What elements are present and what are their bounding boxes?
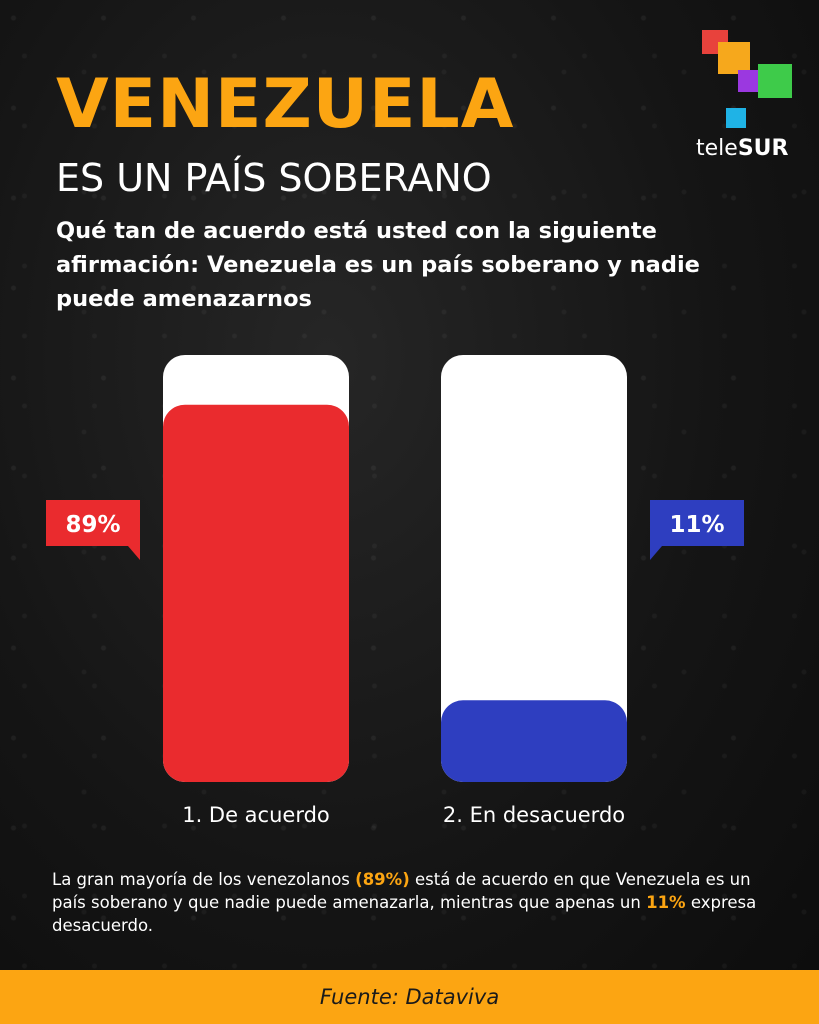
bar: [163, 404, 349, 782]
summary-part-2: está de acuerdo en que Venezuela es un p…: [52, 870, 751, 912]
source-label: Fuente: Dataviva: [319, 985, 500, 1009]
telesur-logo: teleSUR: [696, 28, 796, 163]
data-label: 11%: [669, 512, 724, 538]
data-label: 89%: [65, 512, 120, 538]
survey-question: Qué tan de acuerdo está usted con la sig…: [56, 218, 700, 312]
bar: [441, 700, 627, 782]
bar-chart: 1. De acuerdo 89% 2. En desacuerdo 11%: [46, 355, 744, 827]
summary-part-1: La gran mayoría de los venezolanos: [52, 870, 356, 889]
page-title: VENEZUELA: [56, 65, 515, 144]
summary-part-3: expresa desacuerdo.: [52, 893, 757, 935]
summary-text: La gran mayoría de los venezolanos (89%)…: [52, 868, 782, 937]
logo-text-prefix: tele: [696, 136, 738, 161]
value-badge: [650, 500, 744, 546]
logo-wordmark: teleSUR: [696, 136, 796, 162]
summary-highlight-2: 11%: [646, 893, 686, 912]
bar-track: [441, 355, 627, 782]
summary-highlight-1: (89%): [355, 870, 410, 889]
value-badge: [46, 500, 140, 546]
category-label: 2. En desacuerdo: [443, 803, 625, 827]
value-badge-tail: [650, 546, 662, 560]
logo-text-bold: SUR: [737, 136, 789, 161]
page-subtitle: ES UN PAÍS SOBERANO: [56, 156, 492, 200]
category-label: 1. De acuerdo: [182, 803, 330, 827]
source-footer: Fuente: Dataviva: [0, 970, 819, 1024]
value-badge-tail: [128, 546, 140, 560]
